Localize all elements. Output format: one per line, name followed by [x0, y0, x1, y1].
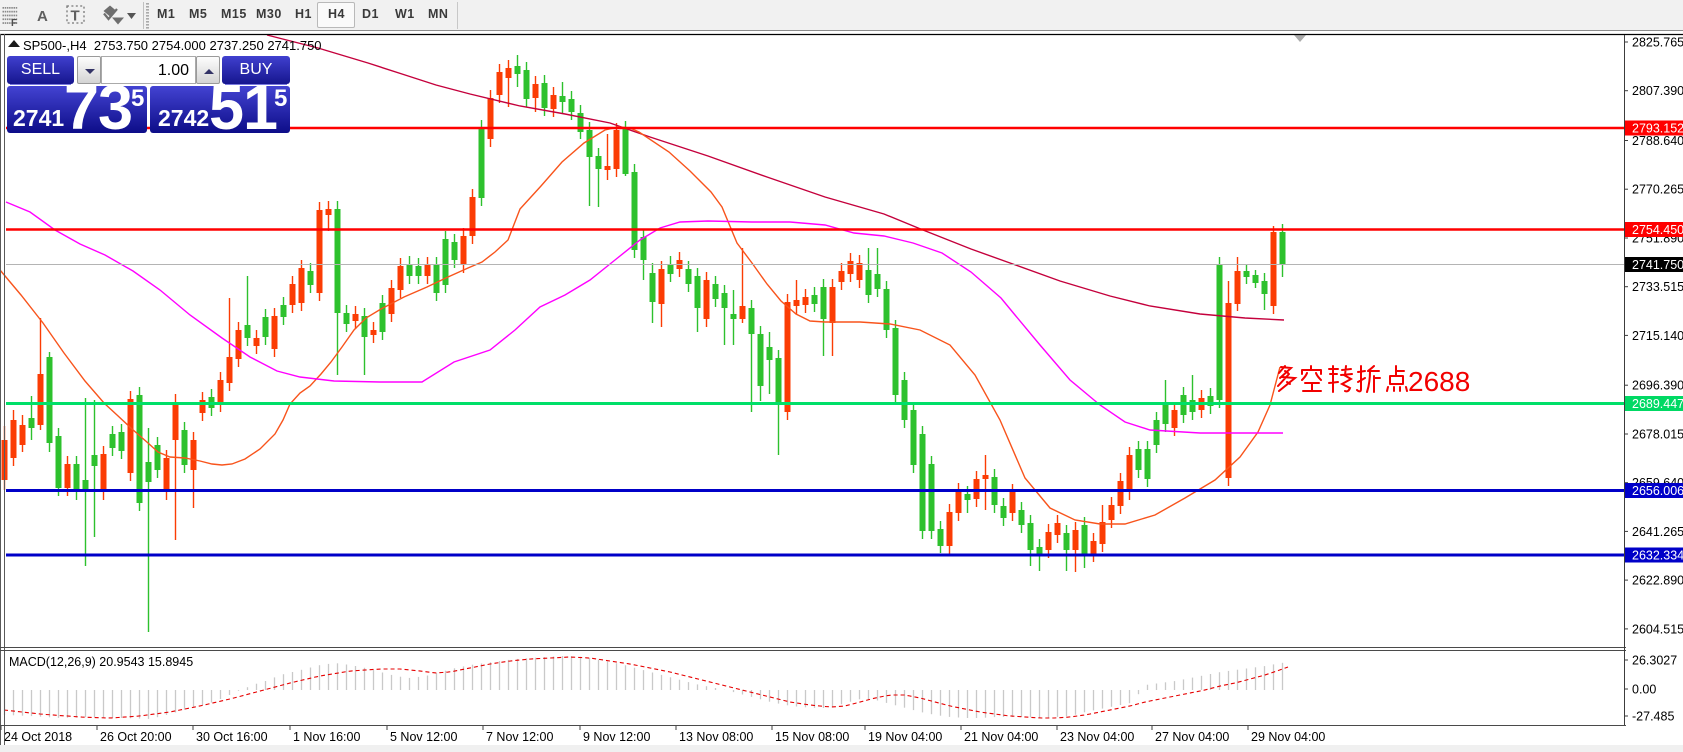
svg-text:2688: 2688	[1408, 366, 1470, 397]
svg-text:2807.390: 2807.390	[1632, 84, 1683, 98]
svg-text:30 Oct 16:00: 30 Oct 16:00	[196, 730, 268, 744]
svg-text:19 Nov 04:00: 19 Nov 04:00	[868, 730, 942, 744]
svg-text:2741.750: 2741.750	[1632, 258, 1683, 272]
svg-text:5 Nov 12:00: 5 Nov 12:00	[390, 730, 457, 744]
svg-text:2689.447: 2689.447	[1632, 397, 1683, 411]
svg-text:2733.515: 2733.515	[1632, 280, 1683, 294]
svg-text:2770.265: 2770.265	[1632, 183, 1683, 197]
svg-text:2632.334: 2632.334	[1632, 549, 1683, 563]
svg-text:29 Nov 04:00: 29 Nov 04:00	[1251, 730, 1325, 744]
svg-text:21 Nov 04:00: 21 Nov 04:00	[964, 730, 1038, 744]
svg-text:SP500-,H4 2753.750 2754.000 2: SP500-,H4 2753.750 2754.000 2737.250 274…	[23, 38, 322, 53]
svg-text:0.00: 0.00	[1632, 683, 1656, 697]
svg-text:2754.450: 2754.450	[1632, 223, 1683, 237]
svg-text:MACD(12,26,9) 20.9543 15.8945: MACD(12,26,9) 20.9543 15.8945	[9, 655, 193, 669]
svg-text:2788.640: 2788.640	[1632, 134, 1683, 148]
svg-text:26 Oct 20:00: 26 Oct 20:00	[100, 730, 172, 744]
svg-text:2656.006: 2656.006	[1632, 484, 1683, 498]
svg-text:27 Nov 04:00: 27 Nov 04:00	[1155, 730, 1229, 744]
svg-text:2622.890: 2622.890	[1632, 574, 1683, 588]
svg-text:F: F	[11, 18, 17, 29]
svg-text:2696.390: 2696.390	[1632, 379, 1683, 393]
svg-text:9 Nov 12:00: 9 Nov 12:00	[583, 730, 650, 744]
svg-text:23 Nov 04:00: 23 Nov 04:00	[1060, 730, 1134, 744]
svg-text:2641.265: 2641.265	[1632, 525, 1683, 539]
svg-text:2604.515: 2604.515	[1632, 622, 1683, 636]
svg-text:24 Oct 2018: 24 Oct 2018	[4, 730, 72, 744]
svg-text:13 Nov 08:00: 13 Nov 08:00	[679, 730, 753, 744]
svg-text:A: A	[37, 8, 48, 25]
svg-text:2678.015: 2678.015	[1632, 428, 1683, 442]
svg-text:15 Nov 08:00: 15 Nov 08:00	[775, 730, 849, 744]
svg-text:2715.140: 2715.140	[1632, 329, 1683, 343]
svg-text:26.3027: 26.3027	[1632, 654, 1677, 668]
svg-text:-27.485: -27.485	[1632, 710, 1674, 724]
svg-text:T: T	[71, 8, 80, 25]
svg-text:1 Nov 16:00: 1 Nov 16:00	[293, 730, 360, 744]
svg-text:7 Nov 12:00: 7 Nov 12:00	[486, 730, 553, 744]
svg-text:2793.152: 2793.152	[1632, 122, 1683, 136]
svg-text:2825.765: 2825.765	[1632, 36, 1683, 50]
